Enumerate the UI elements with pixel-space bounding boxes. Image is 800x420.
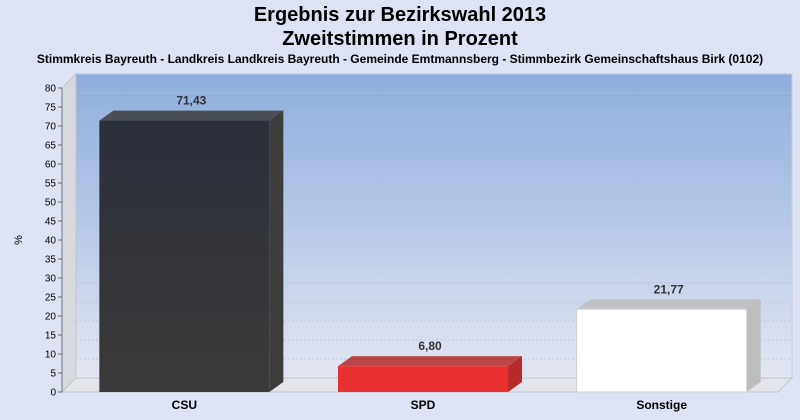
category-label-spd: SPD bbox=[411, 398, 436, 412]
chart-title-line2: Zweitstimmen in Prozent bbox=[282, 28, 518, 50]
y-tick-label: 45 bbox=[45, 217, 57, 228]
bar-top bbox=[338, 356, 522, 367]
y-tick-label: 80 bbox=[45, 84, 57, 95]
y-tick-label: 50 bbox=[45, 198, 57, 209]
bar-top bbox=[99, 110, 284, 121]
y-tick-label: 70 bbox=[45, 122, 57, 133]
chart-subtitle: Stimmkreis Bayreuth - Landkreis Landkrei… bbox=[36, 52, 764, 66]
y-axis-title: % bbox=[13, 235, 25, 245]
chart-title: Ergebnis zur Bezirkswahl 2013 bbox=[253, 4, 547, 26]
y-tick-label: 65 bbox=[45, 141, 57, 152]
y-tick-label: 25 bbox=[45, 293, 57, 304]
bar-top bbox=[576, 299, 761, 310]
y-tick-label: 55 bbox=[45, 179, 57, 190]
y-tick-label: 75 bbox=[45, 103, 57, 114]
category-label-sonstige: Sonstige bbox=[636, 398, 687, 412]
bar-front bbox=[99, 120, 270, 392]
bar-side bbox=[269, 110, 284, 392]
y-tick-label: 0 bbox=[50, 388, 56, 399]
bar-side bbox=[508, 356, 522, 392]
bar-spd bbox=[338, 356, 522, 392]
plot-side-wall bbox=[61, 72, 77, 394]
y-tick-label: 5 bbox=[50, 369, 56, 380]
bar-front bbox=[576, 308, 748, 393]
category-label-csu: CSU bbox=[172, 398, 197, 412]
y-tick-label: 40 bbox=[45, 236, 57, 247]
data-label-csu: 71,43 bbox=[176, 94, 206, 108]
data-label-spd: 6,80 bbox=[418, 339, 442, 353]
y-tick-label: 35 bbox=[45, 255, 57, 266]
bar-front bbox=[338, 366, 508, 392]
y-tick-label: 30 bbox=[45, 274, 57, 285]
bar-csu bbox=[99, 110, 284, 392]
bar-side bbox=[746, 299, 761, 392]
bar-sonstige bbox=[576, 299, 761, 393]
data-label-sonstige: 21,77 bbox=[654, 282, 684, 296]
y-tick-label: 20 bbox=[45, 312, 57, 323]
y-tick-label: 10 bbox=[45, 350, 57, 361]
y-tick-label: 15 bbox=[45, 331, 57, 342]
y-tick-label: 60 bbox=[45, 160, 57, 171]
